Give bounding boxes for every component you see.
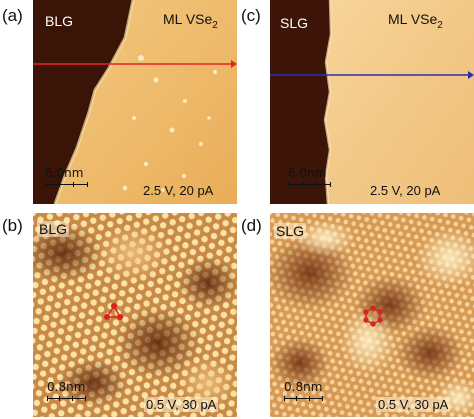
scale-bar-b-tick-2 — [59, 396, 60, 401]
scan-params-a: 2.5 V, 20 pA — [143, 183, 214, 198]
scale-bar-b — [47, 398, 85, 399]
scale-bar-b-tick-3 — [72, 396, 73, 401]
panel-letter-d: (d) — [241, 216, 262, 235]
scale-bar-c-tick-2 — [302, 182, 303, 187]
scale-bar-d-tick-1 — [284, 396, 285, 401]
line-profile-a-arrowhead — [231, 60, 237, 68]
scan-params-d: 0.5 V, 30 pA — [376, 397, 451, 412]
stm-image-c-graphic — [270, 0, 474, 204]
scale-bar-d-tick-3 — [309, 396, 310, 401]
scale-bar-b-tick-4 — [85, 396, 86, 401]
stm-image-d-graphic — [270, 213, 474, 417]
scan-params-c: 2.5 V, 20 pA — [370, 183, 441, 198]
scale-bar-c — [288, 184, 330, 185]
scale-bar-a-tick-3 — [73, 182, 74, 187]
stm-image-c: SLG ML VSe2 6.0nm 2.5 V, 20 pA — [270, 0, 474, 204]
stm-image-b: BLG 0.8nm 0.5 V, 30 pA — [33, 213, 237, 417]
label-slg-c: SLG — [280, 15, 309, 31]
stm-image-a: BLG ML VSe2 6.0nm 2.5 V, 20 pA — [33, 0, 237, 204]
scale-bar-label-d: 0.8nm — [284, 380, 323, 394]
triangle-marker — [103, 302, 124, 321]
stm-image-d: SLG 0.8nm 0.5 V, 30 pA — [270, 213, 474, 417]
panel-letter-a: (a) — [2, 6, 23, 25]
label-mlvse2-c: ML VSe2 — [388, 11, 443, 31]
stm-image-b-graphic — [33, 213, 237, 417]
scale-bar-label-a: 6.0nm — [45, 166, 84, 180]
scale-bar-c-tick-3 — [316, 182, 317, 187]
line-profile-c-arrowhead — [468, 71, 474, 79]
hexagon-marker — [363, 305, 383, 327]
scale-bar-d-tick-4 — [322, 396, 323, 401]
scale-bar-c-tick-4 — [330, 182, 331, 187]
label-blg-a: BLG — [45, 13, 74, 29]
scale-bar-b-tick-1 — [47, 396, 48, 401]
scale-bar-a — [45, 184, 87, 185]
label-slg-d: SLG — [274, 223, 307, 239]
scale-bar-d-tick-2 — [296, 396, 297, 401]
scan-params-b: 0.5 V, 30 pA — [144, 397, 219, 412]
label-blg-b: BLG — [37, 221, 70, 237]
scale-bar-a-tick-4 — [87, 182, 88, 187]
scale-bar-a-tick-1 — [45, 182, 46, 187]
scale-bar-label-c: 6.0nm — [288, 166, 327, 180]
panel-letter-c: (c) — [241, 6, 261, 25]
scale-bar-d — [284, 398, 322, 399]
label-mlvse2-a: ML VSe2 — [163, 11, 218, 31]
scale-bar-label-b: 0.8nm — [47, 380, 86, 394]
scale-bar-c-tick-1 — [288, 182, 289, 187]
stm-image-a-graphic — [33, 0, 237, 204]
scale-bar-a-tick-2 — [59, 182, 60, 187]
panel-letter-b: (b) — [2, 216, 23, 235]
